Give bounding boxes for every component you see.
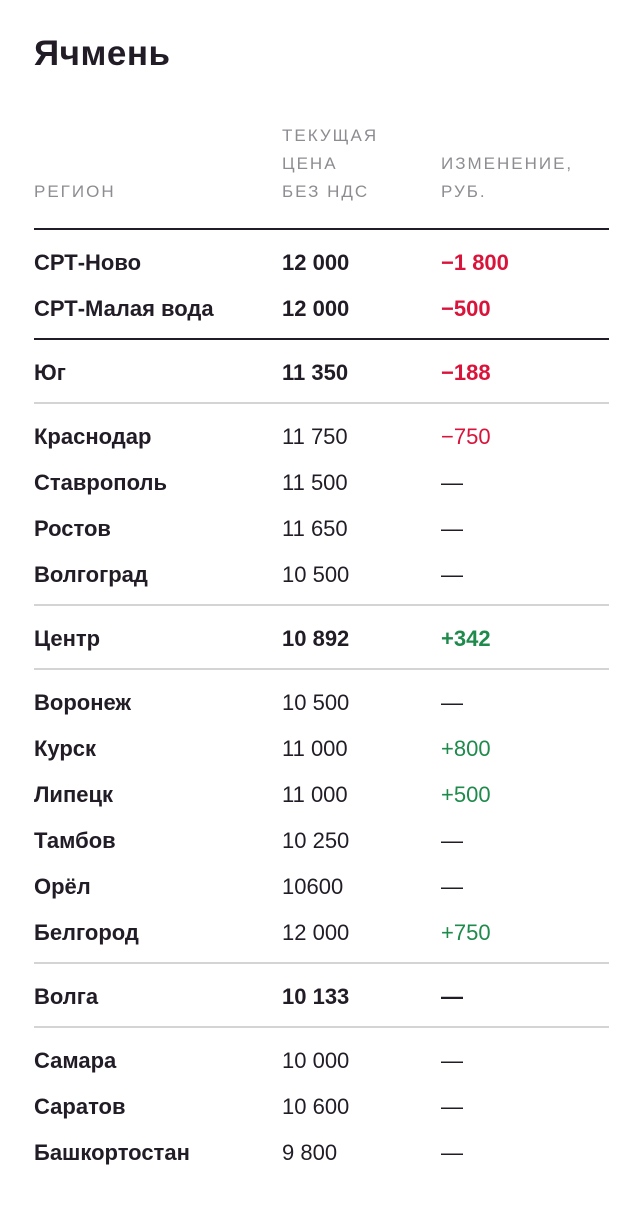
- price-cell: 11 650: [282, 516, 348, 541]
- region-cell: Самара: [34, 1048, 117, 1073]
- region-cell: Центр: [34, 626, 101, 651]
- region-cell: Ростов: [34, 516, 111, 541]
- region-cell: СРТ-Малая вода: [34, 296, 214, 321]
- price-cell: 11 350: [282, 360, 349, 385]
- price-table: РЕГИОН ТЕКУЩАЯ ЦЕНА БЕЗ НДС ИЗМЕНЕНИЕ, Р…: [34, 120, 609, 1182]
- header-price: ТЕКУЩАЯ ЦЕНА БЕЗ НДС: [282, 122, 378, 206]
- region-cell: Волга: [34, 984, 99, 1009]
- header-price-line: ТЕКУЩАЯ: [282, 126, 379, 145]
- region-cell: Воронеж: [34, 690, 132, 715]
- region-cell: Липецк: [34, 782, 114, 807]
- table-row: Самара 10 000 —: [34, 1038, 609, 1084]
- region-cell: Саратов: [34, 1094, 126, 1119]
- price-cell: 12 000: [282, 920, 350, 945]
- price-cell: 10 133: [282, 984, 350, 1009]
- change-cell: −1 800: [441, 250, 509, 275]
- price-cell: 10600: [282, 874, 344, 899]
- change-cell: +800: [441, 736, 491, 761]
- price-cell: 11 750: [282, 424, 348, 449]
- header-region-line: РЕГИОН: [34, 182, 116, 201]
- page-title: Ячмень: [34, 34, 171, 73]
- change-cell: —: [441, 828, 463, 853]
- change-cell: —: [441, 1140, 463, 1165]
- price-cell: 10 892: [282, 626, 350, 651]
- change-cell: −750: [441, 424, 491, 449]
- price-cell: 11 500: [282, 470, 348, 495]
- change-cell: —: [441, 562, 463, 587]
- table-row: Башкортостан 9 800 —: [34, 1130, 609, 1176]
- table-row: Воронеж 10 500 —: [34, 680, 609, 726]
- region-cell: Тамбов: [34, 828, 116, 853]
- change-cell: −500: [441, 296, 491, 321]
- change-cell: —: [441, 1048, 463, 1073]
- change-cell: —: [441, 1094, 463, 1119]
- price-cell: 10 500: [282, 562, 350, 587]
- change-cell: —: [441, 984, 463, 1009]
- summary-section: Юг 11 350 −188: [34, 338, 609, 402]
- table-row: Юг 11 350 −188: [34, 350, 609, 396]
- price-cell: 12 000: [282, 250, 350, 275]
- region-cell: СРТ-Ново: [34, 250, 142, 275]
- table-row: СРТ-Малая вода 12 000 −500: [34, 286, 609, 332]
- region-group: СРТ-Ново 12 000 −1 800 СРТ-Малая вода 12 000…: [34, 228, 609, 338]
- change-cell: —: [441, 516, 463, 541]
- table-row: Орёл 10600 —: [34, 864, 609, 910]
- region-group: Самара 10 000 — Саратов 10 600 — Башкортостан 9…: [34, 1026, 609, 1182]
- price-cell: 10 600: [282, 1094, 350, 1119]
- table-row: Курск 11 000 +800: [34, 726, 609, 772]
- table-row: Ставрополь 11 500 —: [34, 460, 609, 506]
- table-row: Липецк 11 000 +500: [34, 772, 609, 818]
- region-cell: Белгород: [34, 920, 139, 945]
- table-body: СРТ-Ново 12 000 −1 800 СРТ-Малая вода 12 000…: [34, 228, 609, 1182]
- summary-section: Центр 10 892 +342: [34, 604, 609, 668]
- table-row: Тамбов 10 250 —: [34, 818, 609, 864]
- change-cell: +342: [441, 626, 491, 651]
- region-cell: Башкортостан: [34, 1140, 190, 1165]
- price-cell: 9 800: [282, 1140, 338, 1165]
- table-row: Волга 10 133 —: [34, 974, 609, 1020]
- change-cell: —: [441, 470, 463, 495]
- table-row: Центр 10 892 +342: [34, 616, 609, 662]
- change-cell: —: [441, 874, 463, 899]
- region-cell: Волгоград: [34, 562, 148, 587]
- price-cell: 10 250: [282, 828, 350, 853]
- region-cell: Ставрополь: [34, 470, 167, 495]
- price-cell: 10 000: [282, 1048, 350, 1073]
- header-change-line: РУБ.: [441, 182, 487, 201]
- header-region: РЕГИОН: [34, 178, 116, 206]
- table-row: Краснодар 11 750 −750: [34, 414, 609, 460]
- region-group: Краснодар 11 750 −750 Ставрополь 11 500— Рост…: [34, 402, 609, 604]
- header-change-line: ИЗМЕНЕНИЕ,: [441, 154, 574, 173]
- change-cell: −188: [441, 360, 491, 385]
- region-cell: Юг: [34, 360, 66, 385]
- header-price-line: БЕЗ НДС: [282, 182, 370, 201]
- summary-section: Волга 10 133 —: [34, 962, 609, 1026]
- price-cell: 11 000: [282, 736, 348, 761]
- price-cell: 10 500: [282, 690, 350, 715]
- region-cell: Краснодар: [34, 424, 152, 449]
- header-change: ИЗМЕНЕНИЕ, РУБ.: [441, 150, 573, 206]
- table-row: СРТ-Ново 12 000 −1 800: [34, 240, 609, 286]
- price-cell: 11 000: [282, 782, 348, 807]
- table-row: Ростов 11 650 —: [34, 506, 609, 552]
- change-cell: —: [441, 690, 463, 715]
- table-row: Волгоград 10 500 —: [34, 552, 609, 598]
- table-header: РЕГИОН ТЕКУЩАЯ ЦЕНА БЕЗ НДС ИЗМЕНЕНИЕ, Р…: [34, 120, 609, 228]
- price-cell: 12 000: [282, 296, 350, 321]
- region-group: Воронеж 10 500 — Курск 11 000 +800 Липецк 11 00…: [34, 668, 609, 962]
- header-price-line: ЦЕНА: [282, 154, 338, 173]
- table-row: Саратов 10 600 —: [34, 1084, 609, 1130]
- change-cell: +750: [441, 920, 491, 945]
- change-cell: +500: [441, 782, 491, 807]
- region-cell: Курск: [34, 736, 97, 761]
- table-row: Белгород 12 000 +750: [34, 910, 609, 956]
- region-cell: Орёл: [34, 874, 91, 899]
